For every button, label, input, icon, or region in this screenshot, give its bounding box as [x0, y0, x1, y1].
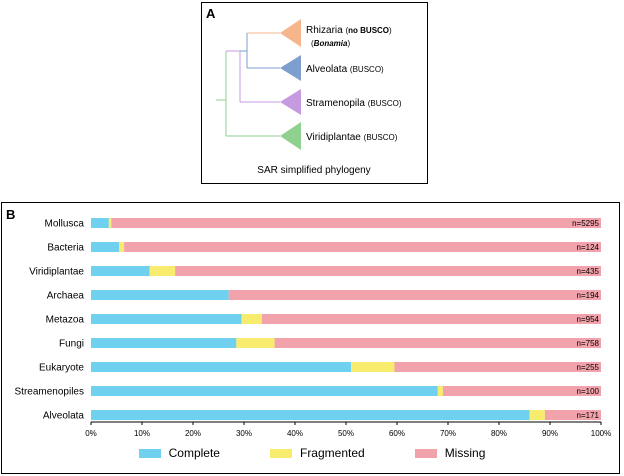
count-annotation-bacteria: n=124 — [577, 243, 600, 252]
count-annotation-viridiplantae: n=435 — [577, 267, 600, 276]
bar-segment-missing-streamenopiles — [442, 386, 601, 396]
phylogeny-caption: SAR simplified phylogeny — [257, 165, 370, 176]
panel-b-frame — [1, 202, 620, 474]
count-annotation-streamenopiles: n=100 — [577, 387, 600, 396]
count-annotation-mollusca: n=5295 — [572, 219, 599, 228]
bar-segment-fragmented-fungi — [236, 338, 275, 348]
bar-segment-missing-fungi — [274, 338, 601, 348]
bar-segment-missing-bacteria — [124, 242, 602, 252]
bar-segment-complete-metazoa — [91, 314, 242, 324]
bar-segment-complete-alveolata — [91, 410, 530, 420]
x-tick-label: 30% — [236, 429, 252, 438]
category-label-streamenopiles: Streamenopiles — [15, 387, 84, 398]
bar-segment-fragmented-bacteria — [119, 242, 125, 252]
bar-segment-fragmented-alveolata — [529, 410, 545, 420]
legend-label-missing: Missing — [444, 446, 486, 460]
legend-item-complete: Complete — [138, 444, 220, 462]
panel-a-frame — [201, 2, 428, 184]
x-tick-label: 70% — [440, 429, 456, 438]
count-annotation-archaea: n=194 — [577, 291, 600, 300]
bar-segment-fragmented-metazoa — [241, 314, 262, 324]
taxon-sublabel-bonamia: (Bonamia) — [311, 39, 350, 48]
x-tick-label: 10% — [134, 429, 150, 438]
legend-swatch-missing — [414, 448, 437, 458]
bar-segment-complete-streamenopiles — [91, 386, 438, 396]
x-tick-label: 80% — [491, 429, 507, 438]
panel-a-letter: A — [206, 6, 216, 21]
legend-swatch-fragmented — [269, 448, 292, 458]
panel-b-letter: B — [6, 207, 16, 222]
bar-segment-missing-metazoa — [261, 314, 601, 324]
bar-segment-complete-mollusca — [91, 218, 109, 228]
x-tick-label: 100% — [591, 429, 611, 438]
taxon-label-rhizaria: Rhizaria (no BUSCO) — [306, 25, 392, 36]
x-tick-label: 40% — [287, 429, 303, 438]
bar-segment-complete-viridiplantae — [91, 266, 150, 276]
category-label-metazoa: Metazoa — [46, 315, 85, 326]
category-label-eukaryote: Eukaryote — [39, 363, 84, 374]
bar-segment-complete-archaea — [91, 290, 229, 300]
legend-label-complete: Complete — [168, 446, 220, 460]
taxon-label-alveolata: Alveolata (BUSCO) — [306, 64, 384, 75]
bar-segment-missing-alveolata — [544, 410, 601, 420]
x-tick-label: 20% — [185, 429, 201, 438]
clade-triangle-rhizaria — [280, 19, 301, 47]
count-annotation-fungi: n=758 — [577, 339, 600, 348]
bar-segment-missing-mollusca — [111, 218, 602, 228]
taxon-label-viridiplantae: Viridiplantae (BUSCO) — [306, 132, 398, 143]
bar-segment-complete-bacteria — [91, 242, 120, 252]
category-label-fungi: Fungi — [59, 339, 84, 350]
x-tick-label: 50% — [338, 429, 354, 438]
x-tick-label: 0% — [85, 429, 97, 438]
bar-segment-missing-viridiplantae — [175, 266, 601, 276]
legend-label-fragmented: Fragmented — [299, 446, 365, 460]
count-annotation-eukaryote: n=255 — [577, 363, 600, 372]
x-tick-label: 60% — [389, 429, 405, 438]
legend-item-fragmented: Fragmented — [269, 444, 365, 462]
bar-segment-complete-fungi — [91, 338, 237, 348]
x-tick-label: 90% — [542, 429, 558, 438]
bar-segment-fragmented-mollusca — [108, 218, 112, 228]
bar-segment-missing-archaea — [228, 290, 601, 300]
bar-segment-missing-eukaryote — [394, 362, 601, 372]
clade-triangle-alveolata — [280, 55, 301, 81]
category-label-mollusca: Mollusca — [45, 219, 85, 230]
legend-item-missing: Missing — [414, 444, 486, 462]
category-label-archaea: Archaea — [47, 291, 85, 302]
category-label-bacteria: Bacteria — [47, 243, 84, 254]
chart-legend: Complete Fragmented Missing — [0, 444, 624, 462]
count-annotation-alveolata: n=171 — [577, 411, 600, 420]
category-label-viridiplantae: Viridiplantae — [29, 267, 84, 278]
bar-segment-fragmented-viridiplantae — [149, 266, 176, 276]
bar-segment-fragmented-streamenopiles — [437, 386, 443, 396]
bar-segment-fragmented-eukaryote — [351, 362, 395, 372]
legend-swatch-complete — [138, 448, 161, 458]
clade-triangle-viridiplantae — [280, 122, 301, 150]
bar-segment-complete-eukaryote — [91, 362, 352, 372]
count-annotation-metazoa: n=954 — [577, 315, 600, 324]
taxon-label-stramenopila: Stramenopila (BUSCO) — [306, 98, 402, 109]
category-label-alveolata: Alveolata — [43, 411, 85, 422]
phylogeny-tree: Rhizaria (no BUSCO) (Bonamia) Alveolata … — [216, 19, 402, 176]
clade-triangle-stramenopila — [280, 89, 301, 115]
